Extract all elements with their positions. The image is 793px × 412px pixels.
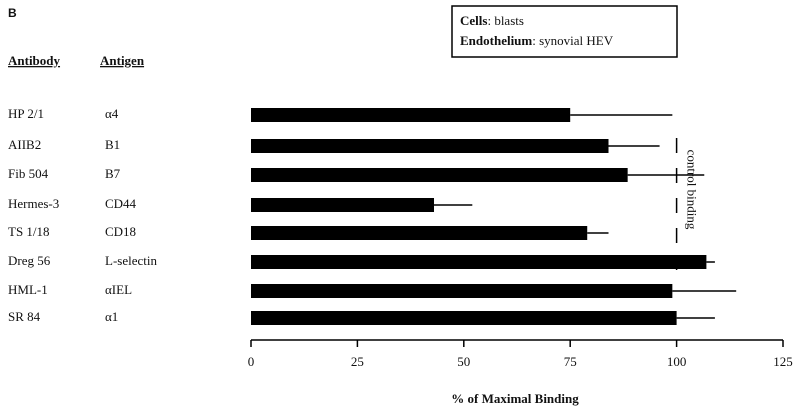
antibody-label: HP 2/1 — [8, 106, 44, 121]
column-header: Antigen — [100, 53, 145, 68]
x-tick-label: 50 — [457, 354, 470, 369]
legend-box — [451, 5, 678, 58]
x-tick-label: 100 — [667, 354, 687, 369]
reference-label: control binding — [685, 150, 700, 230]
antibody-label: HML-1 — [8, 282, 48, 297]
x-axis-label: % of Maximal Binding — [451, 391, 579, 406]
bar — [251, 284, 673, 298]
legend-text: : synovial HEV — [532, 33, 613, 48]
antigen-label: B7 — [105, 166, 121, 181]
bar — [251, 255, 707, 269]
bar — [251, 226, 588, 240]
x-tick-label: 25 — [351, 354, 364, 369]
x-tick-label: 75 — [564, 354, 577, 369]
antibody-label: SR 84 — [8, 309, 41, 324]
antigen-label: α4 — [105, 106, 119, 121]
legend-line: Cells: blasts — [460, 13, 524, 28]
antigen-label: CD18 — [105, 224, 136, 239]
antibody-label: Fib 504 — [8, 166, 49, 181]
bar — [251, 168, 628, 182]
bar — [251, 198, 435, 212]
antigen-label: L-selectin — [105, 253, 157, 268]
bar — [251, 311, 677, 325]
bar — [251, 108, 571, 122]
antibody-label: TS 1/18 — [8, 224, 50, 239]
legend-key: Cells — [460, 13, 487, 28]
legend-key: Endothelium — [460, 33, 532, 48]
x-tick-label: 125 — [773, 354, 793, 369]
legend-line: Endothelium: synovial HEV — [460, 33, 614, 48]
antibody-label: Hermes-3 — [8, 196, 59, 211]
legend-text: : blasts — [487, 13, 523, 28]
antigen-label: α1 — [105, 309, 118, 324]
antibody-label: AIIB2 — [8, 137, 41, 152]
column-header: Antibody — [8, 53, 61, 68]
bar — [251, 139, 609, 153]
antigen-label: CD44 — [105, 196, 137, 211]
antigen-label: B1 — [105, 137, 120, 152]
antigen-label: αIEL — [105, 282, 132, 297]
antibody-label: Dreg 56 — [8, 253, 51, 268]
x-tick-label: 0 — [248, 354, 255, 369]
panel-label: B — [8, 6, 17, 20]
